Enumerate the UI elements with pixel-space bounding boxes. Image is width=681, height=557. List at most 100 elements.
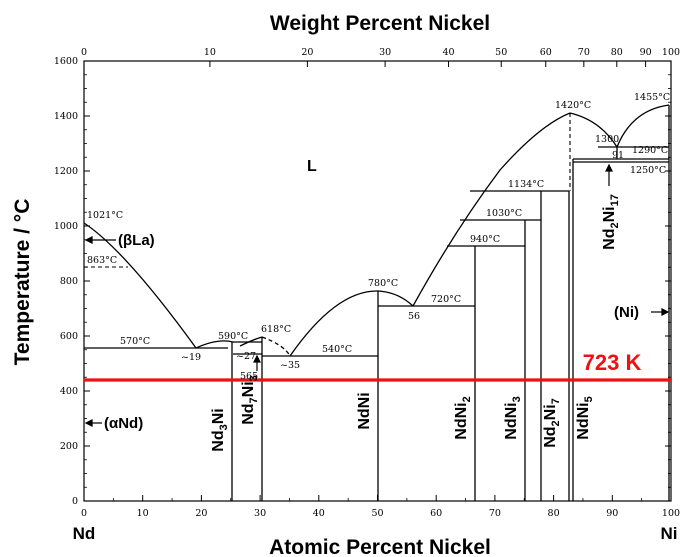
x-tick-label: 0 — [81, 508, 87, 519]
x-axis-weight-ticks: 0 10 20 30 40 50 60 70 80 90 100 — [81, 47, 680, 67]
label-863: 863°C — [87, 255, 117, 266]
arrow-head-565 — [253, 354, 261, 363]
label-1030: 1030°C — [486, 208, 522, 219]
w-tick-label: 40 — [442, 47, 454, 58]
y-axis-ticks: 0 200 400 600 800 1000 1200 1400 1600 — [54, 56, 671, 507]
w-tick-label: 70 — [578, 47, 590, 58]
y-tick-label: 800 — [60, 276, 78, 287]
x-tick-label: 40 — [313, 508, 325, 519]
highlight-723k-label: 723 K — [583, 350, 642, 375]
w-tick-label: 20 — [301, 47, 313, 58]
label-1021: 1021°C — [87, 210, 123, 221]
x-tick-label: 30 — [254, 508, 266, 519]
label-ndni3: NdNi3 — [503, 396, 523, 439]
x-tick-label: 10 — [137, 508, 149, 519]
label-ndni2: NdNi2 — [453, 396, 473, 439]
label-ndni5: NdNi5 — [575, 396, 595, 439]
top-axis-title: Weight Percent Nickel — [270, 12, 490, 35]
label-nd3ni: Nd3Ni — [210, 408, 230, 451]
label-nd7ni3: Nd7Ni3 — [240, 375, 260, 425]
y-tick-label: 1400 — [54, 111, 78, 122]
label-1290: 1290°C — [632, 145, 668, 156]
label-540: 540°C — [322, 344, 352, 355]
w-tick-label: 80 — [611, 47, 623, 58]
y-tick-label: 400 — [60, 386, 78, 397]
temperature-annotations: 1021°C 863°C 570°C 590°C 618°C 540°C 780… — [87, 92, 670, 382]
x-axis-atomic-ticks: 0 10 20 30 40 50 60 70 80 90 100 — [81, 495, 680, 519]
label-618: 618°C — [261, 324, 291, 335]
label-1134: 1134°C — [508, 179, 544, 190]
liquidus-nd-side — [83, 222, 197, 349]
x-tick-label: 100 — [662, 508, 680, 519]
x-tick-label: 60 — [430, 508, 442, 519]
label-590: 590°C — [218, 331, 248, 342]
w-tick-label: 60 — [540, 47, 552, 58]
w-tick-label: 90 — [640, 47, 652, 58]
liquidus-ndni — [289, 290, 414, 357]
label-1300: 1300 — [595, 134, 619, 145]
bottom-axis-title: Atomic Percent Nickel — [269, 536, 491, 557]
label-940: 940°C — [470, 234, 500, 245]
liquidus-ndni5-right — [569, 112, 618, 148]
svg-text:NdNi5: NdNi5 — [575, 396, 595, 439]
arrow-head-alpha-nd — [84, 419, 93, 427]
ni-end-label: Ni — [661, 524, 678, 543]
svg-text:Nd2Ni17: Nd2Ni17 — [601, 194, 621, 250]
svg-text:Nd3Ni: Nd3Ni — [210, 408, 230, 451]
dashed-boundaries — [84, 113, 571, 268]
x-tick-label: 80 — [548, 508, 560, 519]
y-axis-title: Temperature / °C — [11, 199, 34, 366]
label-1420: 1420°C — [555, 100, 591, 111]
liquidus-nd7ni3-right — [261, 336, 291, 357]
liquidus-ni-rich — [412, 112, 571, 307]
label-19: ~19 — [181, 352, 201, 363]
ni-label: (Ni) — [614, 304, 639, 321]
x-tick-label: 20 — [195, 508, 207, 519]
beta-la-label: (βLa) — [118, 232, 155, 249]
label-27: ~27 — [236, 351, 256, 362]
label-nd2ni7: Nd2Ni7 — [542, 398, 562, 448]
label-91: 91 — [612, 150, 624, 161]
label-ndni: NdNi — [356, 392, 373, 429]
svg-text:NdNi: NdNi — [356, 392, 373, 429]
liquid-label: L — [307, 158, 317, 175]
phase-boundaries — [83, 104, 670, 501]
label-565: 565 — [240, 371, 258, 382]
label-1250: 1250°C — [630, 165, 666, 176]
w-tick-label: 0 — [81, 47, 87, 58]
w-tick-label: 30 — [379, 47, 391, 58]
svg-text:Nd7Ni3: Nd7Ni3 — [240, 375, 260, 425]
x-tick-label: 90 — [606, 508, 618, 519]
nd-end-label: Nd — [73, 524, 96, 543]
arrow-head-beta-la — [84, 236, 93, 244]
liquidus-ni-side — [616, 104, 670, 148]
x-tick-label: 50 — [371, 508, 383, 519]
svg-text:NdNi3: NdNi3 — [503, 396, 523, 439]
arrows — [84, 163, 670, 427]
label-720: 720°C — [431, 294, 461, 305]
label-nd2ni17: Nd2Ni17 — [601, 194, 621, 250]
arrow-head-nd2ni17 — [605, 163, 613, 172]
compound-labels: Nd3Ni Nd7Ni3 NdNi NdNi2 NdNi3 Nd2Ni7 NdN… — [210, 194, 621, 452]
y-tick-label: 1200 — [54, 166, 78, 177]
y-tick-label: 1600 — [54, 56, 78, 67]
alpha-nd-label: (αNd) — [104, 415, 143, 432]
arrow-head-ni — [661, 308, 670, 316]
w-tick-label: 50 — [495, 47, 507, 58]
svg-text:NdNi2: NdNi2 — [453, 396, 473, 439]
x-tick-label: 70 — [489, 508, 501, 519]
w-tick-label: 10 — [204, 47, 216, 58]
label-780: 780°C — [368, 278, 398, 289]
label-56: 56 — [408, 311, 420, 322]
label-1455: 1455°C — [634, 92, 670, 103]
y-tick-label: 600 — [60, 331, 78, 342]
liquidus-nd3ni — [195, 340, 234, 349]
y-tick-label: 1000 — [54, 221, 78, 232]
liquidus-nd7ni3-left — [239, 336, 263, 347]
label-570: 570°C — [120, 336, 150, 347]
y-tick-label: 200 — [60, 441, 78, 452]
label-35: ~35 — [280, 360, 300, 371]
w-tick-label: 100 — [662, 47, 680, 58]
svg-text:Nd2Ni7: Nd2Ni7 — [542, 398, 562, 448]
